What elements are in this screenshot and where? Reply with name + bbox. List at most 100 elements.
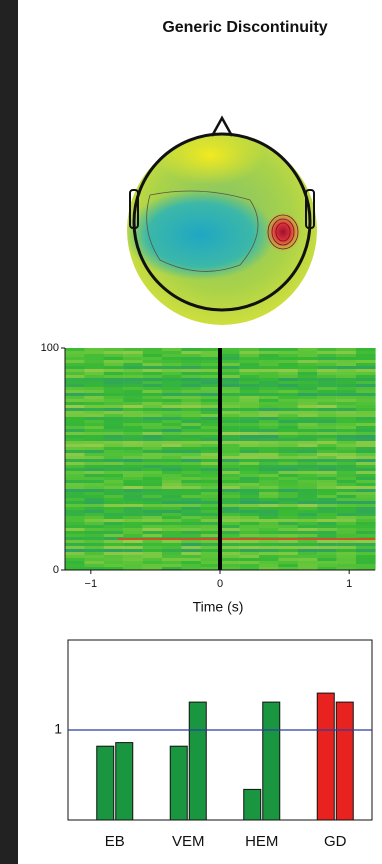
- texture-cell: [356, 423, 376, 427]
- texture-cell: [239, 435, 260, 439]
- texture-cell: [297, 492, 318, 496]
- texture-cell: [278, 495, 298, 499]
- texture-cell: [65, 468, 85, 472]
- texture-cell: [84, 441, 104, 445]
- texture-cell: [142, 486, 163, 490]
- texture-cell: [239, 474, 260, 478]
- texture-cell: [239, 555, 260, 559]
- texture-cell: [84, 546, 104, 550]
- bar: [115, 742, 134, 821]
- texture-cell: [123, 384, 143, 388]
- texture-cell: [162, 390, 182, 394]
- texture-cell: [200, 375, 221, 379]
- texture-cell: [162, 540, 182, 544]
- texture-cell: [181, 435, 201, 439]
- texture-cell: [162, 495, 182, 499]
- texture-cell: [239, 366, 260, 370]
- texture-cell: [356, 507, 376, 511]
- texture-cell: [356, 372, 376, 376]
- texture-cell: [278, 426, 298, 430]
- texture-cell: [123, 471, 143, 475]
- texture-cell: [239, 513, 260, 517]
- texture-cell: [65, 495, 85, 499]
- texture-cell: [142, 501, 163, 505]
- texture-cell: [181, 381, 201, 385]
- texture-cell: [142, 453, 163, 457]
- texture-cell: [278, 411, 298, 415]
- texture-cell: [297, 411, 318, 415]
- texture-cell: [336, 444, 357, 448]
- texture-cell: [336, 363, 357, 367]
- texture-cell: [220, 360, 240, 364]
- texture-cell: [84, 405, 104, 409]
- texture-cell: [278, 510, 298, 514]
- texture-cell: [356, 480, 376, 484]
- texture-cell: [65, 369, 85, 373]
- texture-cell: [200, 495, 221, 499]
- texture-cell: [142, 378, 163, 382]
- texture-cell: [278, 468, 298, 472]
- texture-cell: [162, 549, 182, 553]
- texture-cell: [123, 483, 143, 487]
- texture-cell: [123, 354, 143, 358]
- texture-cell: [65, 459, 85, 463]
- texture-cell: [65, 477, 85, 481]
- texture-cell: [123, 480, 143, 484]
- texture-cell: [103, 408, 124, 412]
- texture-cell: [220, 429, 240, 433]
- bar: [243, 788, 262, 821]
- texture-cell: [278, 549, 298, 553]
- texture-cell: [278, 528, 298, 532]
- texture-cell: [200, 429, 221, 433]
- x-tick-label: 1: [346, 578, 352, 590]
- texture-cell: [200, 483, 221, 487]
- texture-cell: [142, 525, 163, 529]
- texture-cell: [336, 405, 357, 409]
- texture-cell: [297, 540, 318, 544]
- texture-cell: [356, 366, 376, 370]
- texture-cell: [259, 432, 279, 436]
- texture-cell: [103, 447, 124, 451]
- texture-cell: [181, 411, 201, 415]
- texture-cell: [84, 423, 104, 427]
- bar: [188, 701, 207, 821]
- texture-cell: [356, 465, 376, 469]
- texture-cell: [239, 507, 260, 511]
- texture-cell: [278, 567, 298, 571]
- texture-cell: [336, 513, 357, 517]
- texture-cell: [220, 489, 240, 493]
- y-tick-label: 0: [53, 564, 59, 576]
- texture-cell: [181, 441, 201, 445]
- texture-cell: [317, 432, 337, 436]
- texture-cell: [220, 567, 240, 571]
- texture-cell: [336, 435, 357, 439]
- texture-cell: [259, 366, 279, 370]
- texture-cell: [103, 414, 124, 418]
- texture-cell: [336, 567, 357, 571]
- texture-cell: [317, 561, 337, 565]
- texture-cell: [123, 438, 143, 442]
- texture-cell: [239, 372, 260, 376]
- texture-cell: [142, 519, 163, 523]
- texture-cell: [220, 435, 240, 439]
- texture-cell: [220, 357, 240, 361]
- texture-cell: [317, 510, 337, 514]
- texture-cell: [162, 435, 182, 439]
- texture-cell: [297, 405, 318, 409]
- texture-cell: [123, 450, 143, 454]
- bar: [335, 701, 354, 821]
- texture-cell: [220, 498, 240, 502]
- texture-cell: [200, 558, 221, 562]
- texture-cell: [336, 384, 357, 388]
- texture-cell: [259, 390, 279, 394]
- texture-cell: [123, 375, 143, 379]
- texture-cell: [84, 567, 104, 571]
- texture-cell: [297, 522, 318, 526]
- texture-cell: [278, 393, 298, 397]
- texture-cell: [317, 474, 337, 478]
- texture-cell: [103, 534, 124, 538]
- texture-cell: [200, 510, 221, 514]
- texture-cell: [84, 420, 104, 424]
- texture-cell: [123, 555, 143, 559]
